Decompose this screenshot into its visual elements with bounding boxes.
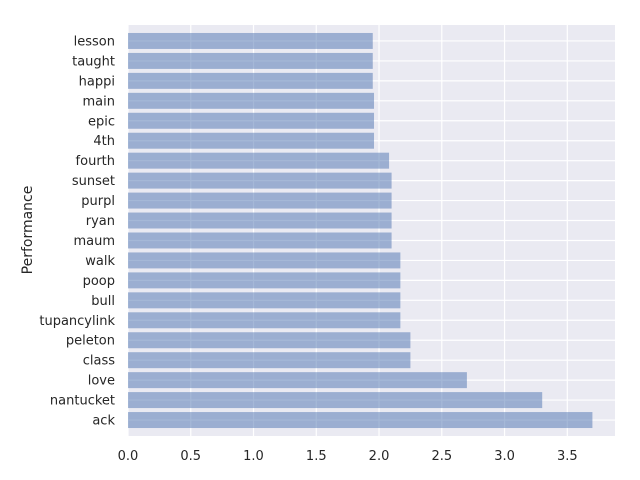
bar-epic xyxy=(128,112,375,129)
bar-main xyxy=(128,92,375,109)
y-axis-label: Performance xyxy=(20,186,36,275)
bar-happi xyxy=(128,72,373,89)
y-tick-label: ack xyxy=(92,414,115,429)
bar-sunset xyxy=(128,172,392,189)
y-tick-label: bull xyxy=(91,294,115,309)
x-tick-label: 2.5 xyxy=(431,449,452,464)
y-tick-label: purpl xyxy=(81,194,115,209)
y-tick-labels: ack nantucket love class peleton tupancylink b… xyxy=(39,34,115,428)
x-tick-label: 1.5 xyxy=(306,449,327,464)
bar-taught xyxy=(128,52,373,69)
x-tick-label: 0.0 xyxy=(118,449,139,464)
bar-lesson xyxy=(128,32,373,49)
y-tick-label: 4th xyxy=(93,134,115,149)
y-tick-label: maum xyxy=(73,234,115,249)
y-tick-label: main xyxy=(83,94,115,109)
bar-fourth xyxy=(128,152,390,169)
y-tick-label: lesson xyxy=(74,34,115,49)
bar-maum xyxy=(128,232,392,249)
bar-peleton xyxy=(128,332,411,349)
bar-bull xyxy=(128,292,401,309)
y-tick-label: walk xyxy=(85,254,115,269)
x-tick-label: 1.0 xyxy=(243,449,264,464)
y-tick-label: poop xyxy=(83,274,115,289)
x-tick-labels: 0.0 0.5 1.0 1.5 2.0 2.5 3.0 3.5 xyxy=(118,449,578,464)
bar-tupancylink xyxy=(128,312,401,329)
bar-ryan xyxy=(128,212,392,229)
bar-ack xyxy=(128,412,593,429)
y-tick-label: nantucket xyxy=(50,394,115,409)
y-tick-label: fourth xyxy=(76,154,115,169)
x-tick-label: 0.5 xyxy=(180,449,201,464)
y-tick-label: happi xyxy=(79,74,115,89)
y-tick-label: peleton xyxy=(66,334,115,349)
bar-poop xyxy=(128,272,401,289)
bars xyxy=(128,32,593,429)
x-tick-label: 3.5 xyxy=(557,449,578,464)
y-tick-label: tupancylink xyxy=(39,314,115,329)
y-tick-label: epic xyxy=(88,114,115,129)
bar-walk xyxy=(128,252,401,269)
x-tick-label: 3.0 xyxy=(494,449,515,464)
bar-purpl xyxy=(128,192,392,209)
x-tick-label: 2.0 xyxy=(369,449,390,464)
bar-nantucket xyxy=(128,392,543,409)
y-tick-label: ryan xyxy=(86,214,115,229)
y-tick-label: sunset xyxy=(72,174,115,189)
y-tick-label: taught xyxy=(72,54,115,69)
bar-love xyxy=(128,372,467,389)
bar-class xyxy=(128,352,411,369)
bar-4th xyxy=(128,132,375,149)
y-tick-label: class xyxy=(83,354,115,369)
y-tick-label: love xyxy=(88,374,115,389)
